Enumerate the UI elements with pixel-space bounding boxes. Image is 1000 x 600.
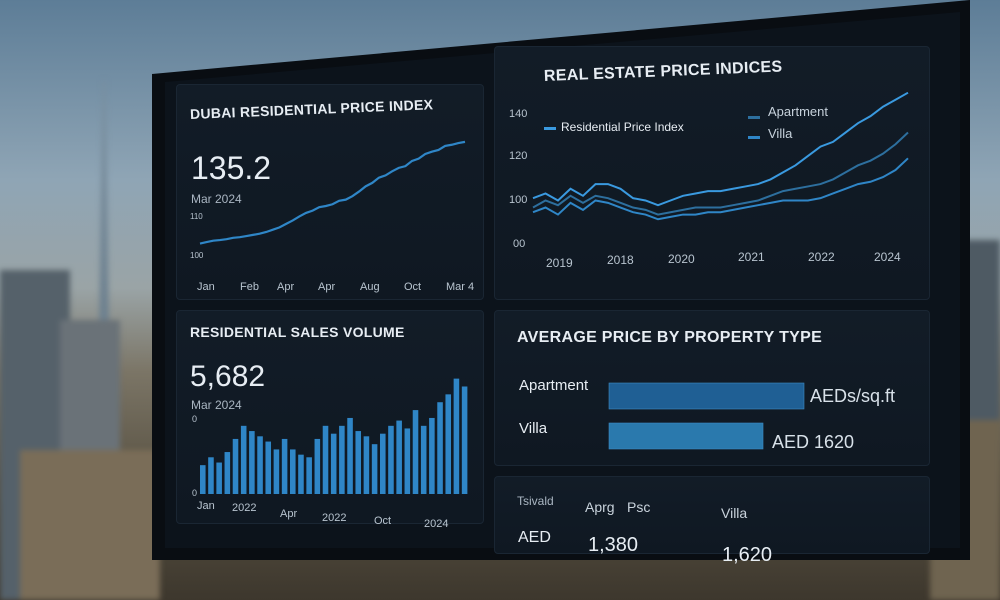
- sales-x-tick: 2022: [322, 512, 347, 524]
- sales-volume-bar: [208, 457, 214, 494]
- sales-volume-bar: [273, 449, 280, 494]
- indices-panel: [494, 46, 930, 300]
- legend-label-villa: Villa: [768, 126, 793, 141]
- sales-volume-title: RESIDENTIAL SALES VOLUME: [190, 324, 405, 340]
- legend-swatch-residential: [544, 127, 556, 130]
- sales-volume-bar: [420, 425, 427, 494]
- table-header: Villa: [721, 505, 748, 521]
- sales-volume-bar: [461, 386, 468, 494]
- price-index-x-tick: Apr: [277, 281, 295, 293]
- price-index-x-tick: Apr: [318, 281, 336, 293]
- price-index-x-tick: Feb: [240, 281, 259, 293]
- sales-volume-bar: [445, 394, 452, 494]
- price-index-x-tick: Oct: [404, 281, 422, 293]
- sales-volume-bar: [404, 428, 411, 494]
- sales-volume-bar: [396, 420, 402, 494]
- sales-volume-bar: [355, 431, 362, 494]
- price-index-x-tick: Aug: [360, 281, 380, 293]
- legend-swatch-apartment: [748, 116, 760, 119]
- indices-x-tick: 2018: [607, 253, 634, 267]
- sales-volume-bar: [265, 441, 272, 494]
- sales-volume-bar: [216, 462, 222, 494]
- sales-volume-bar: [281, 438, 288, 494]
- price-index-x-tick: Jan: [197, 281, 215, 293]
- price-index-date: Mar 2024: [191, 192, 242, 206]
- sales-volume-bar: [339, 425, 345, 494]
- indices-x-tick: 2022: [808, 250, 835, 264]
- avg-price-label-villa: Villa: [519, 420, 548, 437]
- indices-y-tick: 140: [509, 108, 528, 120]
- price-index-panel: [176, 84, 484, 300]
- indices-y-tick: 120: [509, 150, 528, 162]
- sales-volume-bar: [257, 436, 263, 494]
- avg-price-title: AVERAGE PRICE BY PROPERTY TYPE: [517, 329, 823, 346]
- sales-volume-bar: [322, 425, 329, 494]
- avg-price-bar-villa: [608, 422, 764, 450]
- sales-volume-bar: [437, 402, 443, 494]
- avg-price-value-villa: AED 1620: [772, 432, 855, 452]
- sales-volume-bar: [224, 452, 231, 494]
- building-silhouette: [20, 450, 160, 600]
- price-index-x-tick: Mar 4: [446, 281, 475, 293]
- sales-volume-bar: [371, 444, 378, 494]
- sales-volume-bar: [290, 449, 296, 494]
- table-header: Psc: [627, 499, 651, 515]
- sales-volume-value: 5,682: [190, 360, 266, 393]
- table-cell: 1,620: [722, 544, 773, 566]
- sales-y-tick: 0: [192, 414, 198, 424]
- sales-volume-bar-chart: [200, 378, 468, 494]
- sales-volume-bar: [200, 465, 206, 494]
- sales-volume-bar: [249, 431, 255, 494]
- sales-volume-bar: [347, 417, 353, 494]
- legend-swatch-villa: [748, 136, 760, 139]
- avg-price-bar-chart: [608, 382, 805, 450]
- sales-volume-bar: [330, 433, 337, 494]
- sales-x-tick: Oct: [374, 515, 392, 527]
- price-index-series-line: [199, 140, 466, 245]
- sales-x-tick: 2022: [232, 502, 257, 514]
- apartment-series-line: [532, 131, 909, 216]
- sales-volume-bar: [380, 433, 386, 494]
- sales-volume-bar: [363, 436, 370, 494]
- sales-volume-bar: [232, 438, 239, 494]
- indices-line-chart: [532, 91, 909, 221]
- indices-x-tick: 2019: [546, 256, 573, 270]
- table-header: Aprg: [585, 499, 615, 515]
- sales-volume-bar: [429, 417, 435, 494]
- sales-volume-date: Mar 2024: [191, 398, 242, 412]
- sales-y-tick: 0: [192, 488, 198, 498]
- sales-volume-bar: [412, 410, 419, 494]
- indices-y-tick: 00: [513, 238, 526, 250]
- indices-y-tick: 100: [509, 194, 528, 206]
- price-index-value: 135.2: [191, 150, 272, 186]
- table-header: Tsivald: [517, 494, 554, 508]
- sales-x-tick: 2024: [424, 518, 449, 530]
- avg-price-value-apartment: AEDs/sq.ft: [810, 386, 896, 406]
- avg-price-label-apartment: Apartment: [519, 377, 589, 394]
- sales-volume-bar: [306, 457, 312, 494]
- sales-volume-bar: [388, 425, 394, 494]
- villa-series-line: [532, 157, 909, 221]
- price-index-y-tick: 100: [190, 251, 204, 260]
- legend-label-apartment: Apartment: [768, 104, 828, 119]
- sales-volume-bar: [314, 438, 321, 494]
- sales-volume-bar: [453, 378, 460, 494]
- sales-volume-bar: [240, 425, 247, 494]
- summary-table-panel: [494, 476, 930, 554]
- residential-series-line: [532, 91, 909, 207]
- indices-x-tick: 2024: [874, 250, 901, 264]
- table-cell: 1,380: [588, 534, 639, 556]
- sales-volume-bar: [298, 454, 304, 494]
- legend-label-residential: Residential Price Index: [561, 120, 684, 134]
- price-index-line-chart: [199, 140, 466, 245]
- table-cell: AED: [518, 529, 551, 546]
- indices-x-tick: 2021: [738, 250, 765, 264]
- avg-price-bar-apartment: [608, 382, 805, 410]
- sales-x-tick: Apr: [280, 508, 298, 520]
- price-index-y-tick: 110: [190, 212, 203, 221]
- sales-x-tick: Jan: [197, 500, 215, 512]
- indices-x-tick: 2020: [668, 252, 695, 266]
